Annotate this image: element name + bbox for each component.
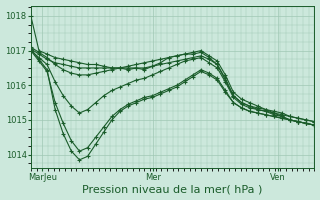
- X-axis label: Pression niveau de la mer( hPa ): Pression niveau de la mer( hPa ): [83, 184, 263, 194]
